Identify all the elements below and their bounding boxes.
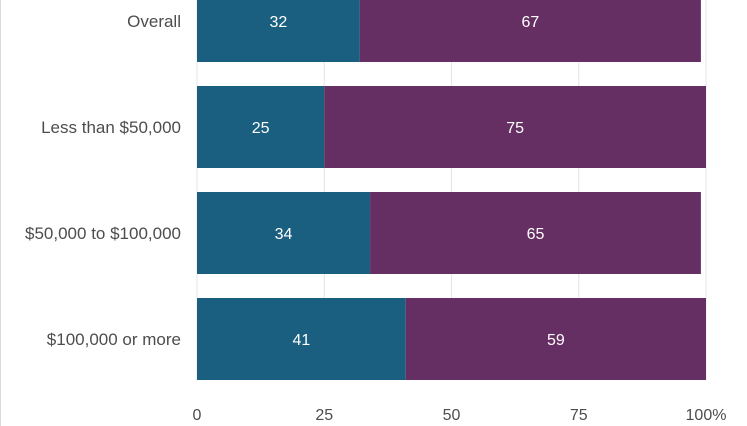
category-label: Less than $50,000: [41, 118, 181, 137]
category-label: Overall: [127, 12, 181, 31]
bar-value-label: 67: [521, 14, 539, 31]
bar-value-label: 25: [252, 120, 270, 137]
bar-segment-series-1: [197, 192, 371, 274]
bar-segment-series-2: [405, 298, 706, 380]
category-label: $100,000 or more: [47, 330, 181, 349]
x-tick-label: 75: [570, 407, 588, 424]
bar-segment-series-2: [359, 0, 701, 62]
labels: 0 25 50 75 100% Overall 32 67 Less than $50,000 2…: [25, 12, 726, 424]
x-tick-label: 100%: [686, 407, 727, 424]
bar-segment-series-2: [370, 192, 701, 274]
bar-segment-series-2: [324, 86, 706, 168]
bar-value-label: 41: [292, 332, 310, 349]
bar-value-label: 34: [275, 226, 293, 243]
bar-segment-series-1: [197, 298, 406, 380]
x-tick-label: 50: [443, 407, 461, 424]
bar-value-label: 75: [506, 120, 524, 137]
x-tick-label: 0: [193, 407, 202, 424]
bar-segment-series-1: [197, 86, 325, 168]
bar-value-label: 65: [527, 226, 545, 243]
bars: [197, 0, 706, 380]
x-tick-label: 25: [315, 407, 333, 424]
bar-value-label: 32: [270, 14, 288, 31]
category-label: $50,000 to $100,000: [25, 224, 181, 243]
bar-value-label: 59: [547, 332, 565, 349]
bar-segment-series-1: [197, 0, 360, 62]
